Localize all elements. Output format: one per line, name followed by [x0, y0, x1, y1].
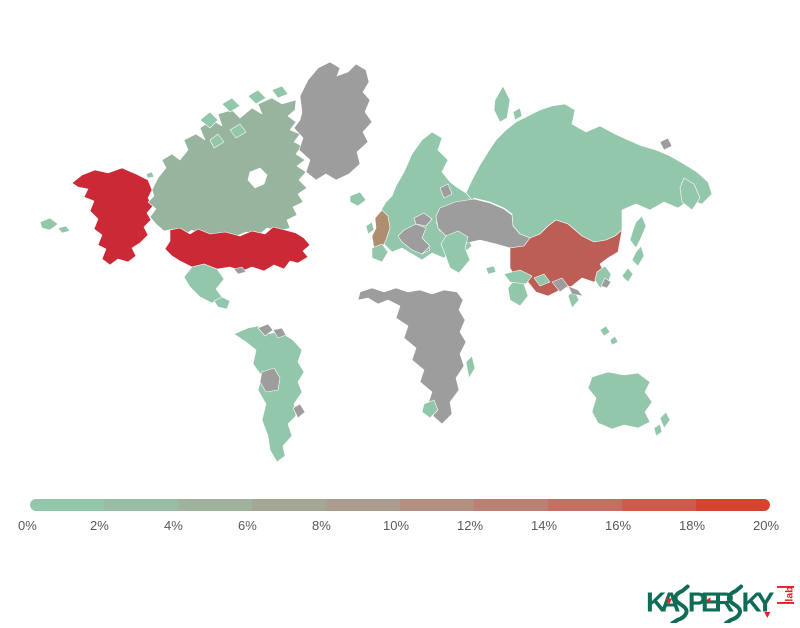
svg-text:lab: lab	[784, 586, 796, 601]
australia	[588, 372, 652, 429]
